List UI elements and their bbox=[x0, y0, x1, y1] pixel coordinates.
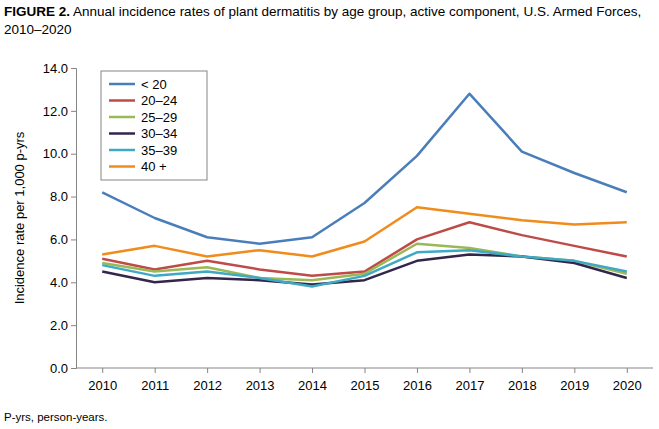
x-axis: 2010 2011 2012 2013 2014 2015 2016 2017 2018 2019… bbox=[76, 368, 653, 393]
x-tick-mark bbox=[102, 368, 103, 373]
y-tick-label: 6.0 bbox=[50, 232, 68, 247]
legend-swatch bbox=[109, 116, 135, 119]
x-tick-label: 2016 bbox=[403, 378, 432, 393]
x-tick-label: 2012 bbox=[193, 378, 222, 393]
x-tick-label: 2017 bbox=[455, 378, 484, 393]
y-tick-mark bbox=[71, 282, 76, 283]
y-tick-mark bbox=[71, 111, 76, 112]
legend-swatch bbox=[109, 165, 135, 168]
legend-swatch bbox=[109, 132, 135, 135]
series-line bbox=[102, 207, 627, 256]
series-line bbox=[102, 222, 627, 276]
y-tick-mark bbox=[71, 68, 76, 69]
legend-swatch bbox=[109, 83, 135, 86]
series-line bbox=[102, 250, 627, 286]
y-tick-mark bbox=[71, 154, 76, 155]
x-tick: 2013 bbox=[246, 368, 275, 393]
x-tick-label: 2014 bbox=[298, 378, 327, 393]
x-tick: 2012 bbox=[193, 368, 222, 393]
x-tick-label: 2015 bbox=[351, 378, 380, 393]
y-tick-mark bbox=[71, 239, 76, 240]
y-tick: 0.0 bbox=[50, 361, 76, 376]
y-tick-label: 2.0 bbox=[50, 318, 68, 333]
footnote: P-yrs, person-years. bbox=[4, 411, 108, 423]
y-tick-label: 14.0 bbox=[43, 61, 68, 76]
x-tick-mark bbox=[365, 368, 366, 373]
y-tick-label: 0.0 bbox=[50, 361, 68, 376]
y-tick: 6.0 bbox=[50, 232, 76, 247]
y-tick: 4.0 bbox=[50, 275, 76, 290]
legend-label: 35–39 bbox=[141, 143, 177, 158]
x-tick-label: 2020 bbox=[613, 378, 642, 393]
legend-box bbox=[101, 71, 207, 180]
x-tick: 2010 bbox=[88, 368, 117, 393]
y-tick: 2.0 bbox=[50, 318, 76, 333]
y-axis-title: Incidence rate per 1,000 p-yrs bbox=[12, 131, 27, 304]
y-tick-label: 4.0 bbox=[50, 275, 68, 290]
y-axis: 0.0 2.0 4.0 6.0 8.0 10.0 12.0 14.0 bbox=[43, 61, 77, 376]
x-tick: 2015 bbox=[351, 368, 380, 393]
x-tick: 2018 bbox=[508, 368, 537, 393]
legend-label: 20–24 bbox=[141, 93, 177, 108]
x-tick-label: 2011 bbox=[141, 378, 169, 393]
legend-label: 40 + bbox=[141, 159, 167, 174]
x-tick: 2016 bbox=[403, 368, 432, 393]
y-axis-line bbox=[71, 69, 77, 369]
y-tick-label: 12.0 bbox=[43, 104, 68, 119]
chart: FIGURE 2. Annual incidence rates of plan… bbox=[0, 0, 659, 429]
legend-swatch bbox=[109, 99, 135, 102]
x-tick: 2020 bbox=[613, 368, 642, 393]
legend-label: 25–29 bbox=[141, 110, 177, 125]
x-tick-mark bbox=[469, 368, 470, 373]
x-tick-mark bbox=[627, 368, 628, 373]
y-tick-label: 10.0 bbox=[43, 146, 68, 161]
x-tick-label: 2018 bbox=[508, 378, 537, 393]
legend-label: 30–34 bbox=[141, 126, 177, 141]
x-tick: 2011 bbox=[141, 368, 169, 393]
legend-label: < 20 bbox=[141, 77, 167, 92]
y-tick: 8.0 bbox=[50, 189, 76, 204]
legend: < 2020–24 25–2930–34 35–3940 + bbox=[101, 71, 207, 180]
x-tick-mark bbox=[522, 368, 523, 373]
x-tick-mark bbox=[312, 368, 313, 373]
y-tick-mark bbox=[71, 368, 76, 369]
y-tick: 10.0 bbox=[43, 146, 76, 161]
y-tick-label: 8.0 bbox=[50, 189, 68, 204]
x-tick: 2017 bbox=[455, 368, 484, 393]
y-tick-mark bbox=[71, 197, 76, 198]
x-tick-mark bbox=[417, 368, 418, 373]
y-tick: 12.0 bbox=[43, 104, 76, 119]
y-tick: 14.0 bbox=[43, 61, 76, 76]
x-tick-label: 2013 bbox=[246, 378, 275, 393]
title: FIGURE 2. Annual incidence rates of plan… bbox=[4, 4, 641, 37]
x-tick-label: 2010 bbox=[88, 378, 117, 393]
x-tick: 2019 bbox=[560, 368, 589, 393]
x-tick-mark bbox=[155, 368, 156, 373]
x-tick-mark bbox=[574, 368, 575, 373]
x-tick: 2014 bbox=[298, 368, 327, 393]
x-tick-label: 2019 bbox=[560, 378, 589, 393]
y-tick-mark bbox=[71, 325, 76, 326]
legend-swatch bbox=[109, 149, 135, 152]
x-tick-mark bbox=[260, 368, 261, 373]
x-tick-mark bbox=[207, 368, 208, 373]
